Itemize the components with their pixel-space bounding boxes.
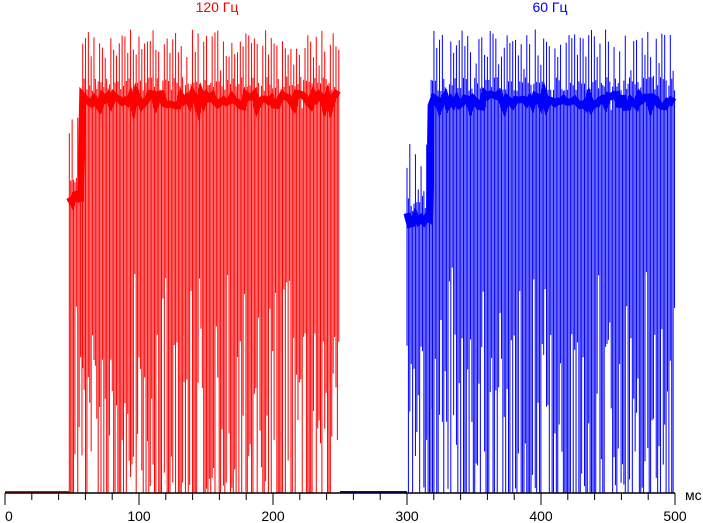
x-tick-label: 100 xyxy=(127,508,151,523)
x-tick-label: 300 xyxy=(395,508,419,523)
x-tick-label: 0 xyxy=(5,508,13,523)
series-1 xyxy=(340,30,675,493)
x-axis-label: мс xyxy=(685,487,702,503)
series-label-120hz: 120 Гц xyxy=(196,0,239,15)
x-axis: 0 100 200 300 400 500 xyxy=(5,493,687,523)
series-0 xyxy=(5,30,339,493)
x-tick-label: 500 xyxy=(663,508,687,523)
x-tick-label: 400 xyxy=(529,508,553,523)
x-tick-label: 200 xyxy=(261,508,285,523)
series-label-60hz: 60 Гц xyxy=(532,0,567,15)
series-layer xyxy=(5,30,675,493)
